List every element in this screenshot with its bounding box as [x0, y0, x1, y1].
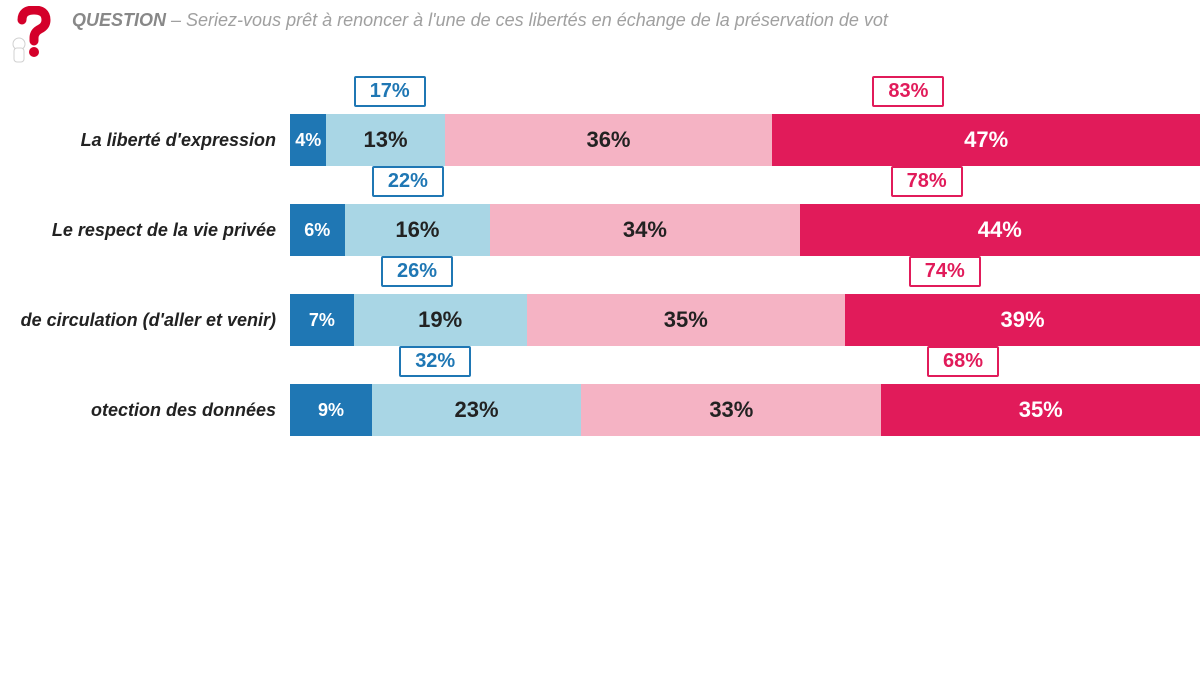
bar-wrap: 17%83%4%13%36%47% [290, 114, 1200, 166]
bar-segment: 6% [290, 204, 345, 256]
total-blue: 26% [381, 256, 453, 287]
stacked-bar: 7%19%35%39% [290, 294, 1200, 346]
question-separator: – [166, 10, 186, 30]
question-mark-icon [8, 6, 56, 64]
stacked-bar: 4%13%36%47% [290, 114, 1200, 166]
question-text: QUESTION – Seriez-vous prêt à renoncer à… [56, 6, 888, 31]
bar-wrap: 32%68%9%23%33%35% [290, 384, 1200, 436]
chart-row: La liberté d'expression17%83%4%13%36%47% [0, 114, 1200, 166]
total-pink: 78% [891, 166, 963, 197]
total-pink: 68% [927, 346, 999, 377]
bar-segment: 4% [290, 114, 326, 166]
bar-segment: 9% [290, 384, 372, 436]
bar-segment: 39% [845, 294, 1200, 346]
chart-row: Le respect de la vie privée22%78%6%16%34… [0, 204, 1200, 256]
bar-segment: 47% [772, 114, 1200, 166]
bar-segment: 33% [581, 384, 881, 436]
totals: 17% 83% [290, 76, 1200, 108]
totals: 22% 78% [290, 166, 1200, 198]
total-pink: 83% [872, 76, 944, 107]
total-pink: 74% [909, 256, 981, 287]
bar-wrap: 22%78%6%16%34%44% [290, 204, 1200, 256]
bar-segment: 44% [800, 204, 1200, 256]
bar-segment: 34% [490, 204, 799, 256]
total-blue: 32% [399, 346, 471, 377]
bar-segment: 36% [445, 114, 773, 166]
stacked-bar: 9%23%33%35% [290, 384, 1200, 436]
chart-row: de circulation (d'aller et venir)26%74%7… [0, 294, 1200, 346]
bar-segment: 19% [354, 294, 527, 346]
bar-segment: 16% [345, 204, 491, 256]
total-blue: 22% [372, 166, 444, 197]
bar-segment: 23% [372, 384, 581, 436]
survey-chart: La liberté d'expression17%83%4%13%36%47%… [0, 64, 1200, 436]
totals: 32% 68% [290, 346, 1200, 378]
row-label: otection des données [0, 399, 290, 422]
question-header: QUESTION – Seriez-vous prêt à renoncer à… [0, 0, 1200, 64]
row-label: de circulation (d'aller et venir) [0, 309, 290, 332]
row-label: Le respect de la vie privée [0, 219, 290, 242]
bar-segment: 13% [326, 114, 444, 166]
total-blue: 17% [354, 76, 426, 107]
bar-segment: 35% [527, 294, 846, 346]
row-label: La liberté d'expression [0, 129, 290, 152]
bar-segment: 7% [290, 294, 354, 346]
totals: 26% 74% [290, 256, 1200, 288]
bar-segment: 35% [881, 384, 1200, 436]
question-body: Seriez-vous prêt à renoncer à l'une de c… [186, 10, 888, 30]
bar-wrap: 26%74%7%19%35%39% [290, 294, 1200, 346]
chart-row: otection des données32%68%9%23%33%35% [0, 384, 1200, 436]
question-lead: QUESTION [72, 10, 166, 30]
stacked-bar: 6%16%34%44% [290, 204, 1200, 256]
